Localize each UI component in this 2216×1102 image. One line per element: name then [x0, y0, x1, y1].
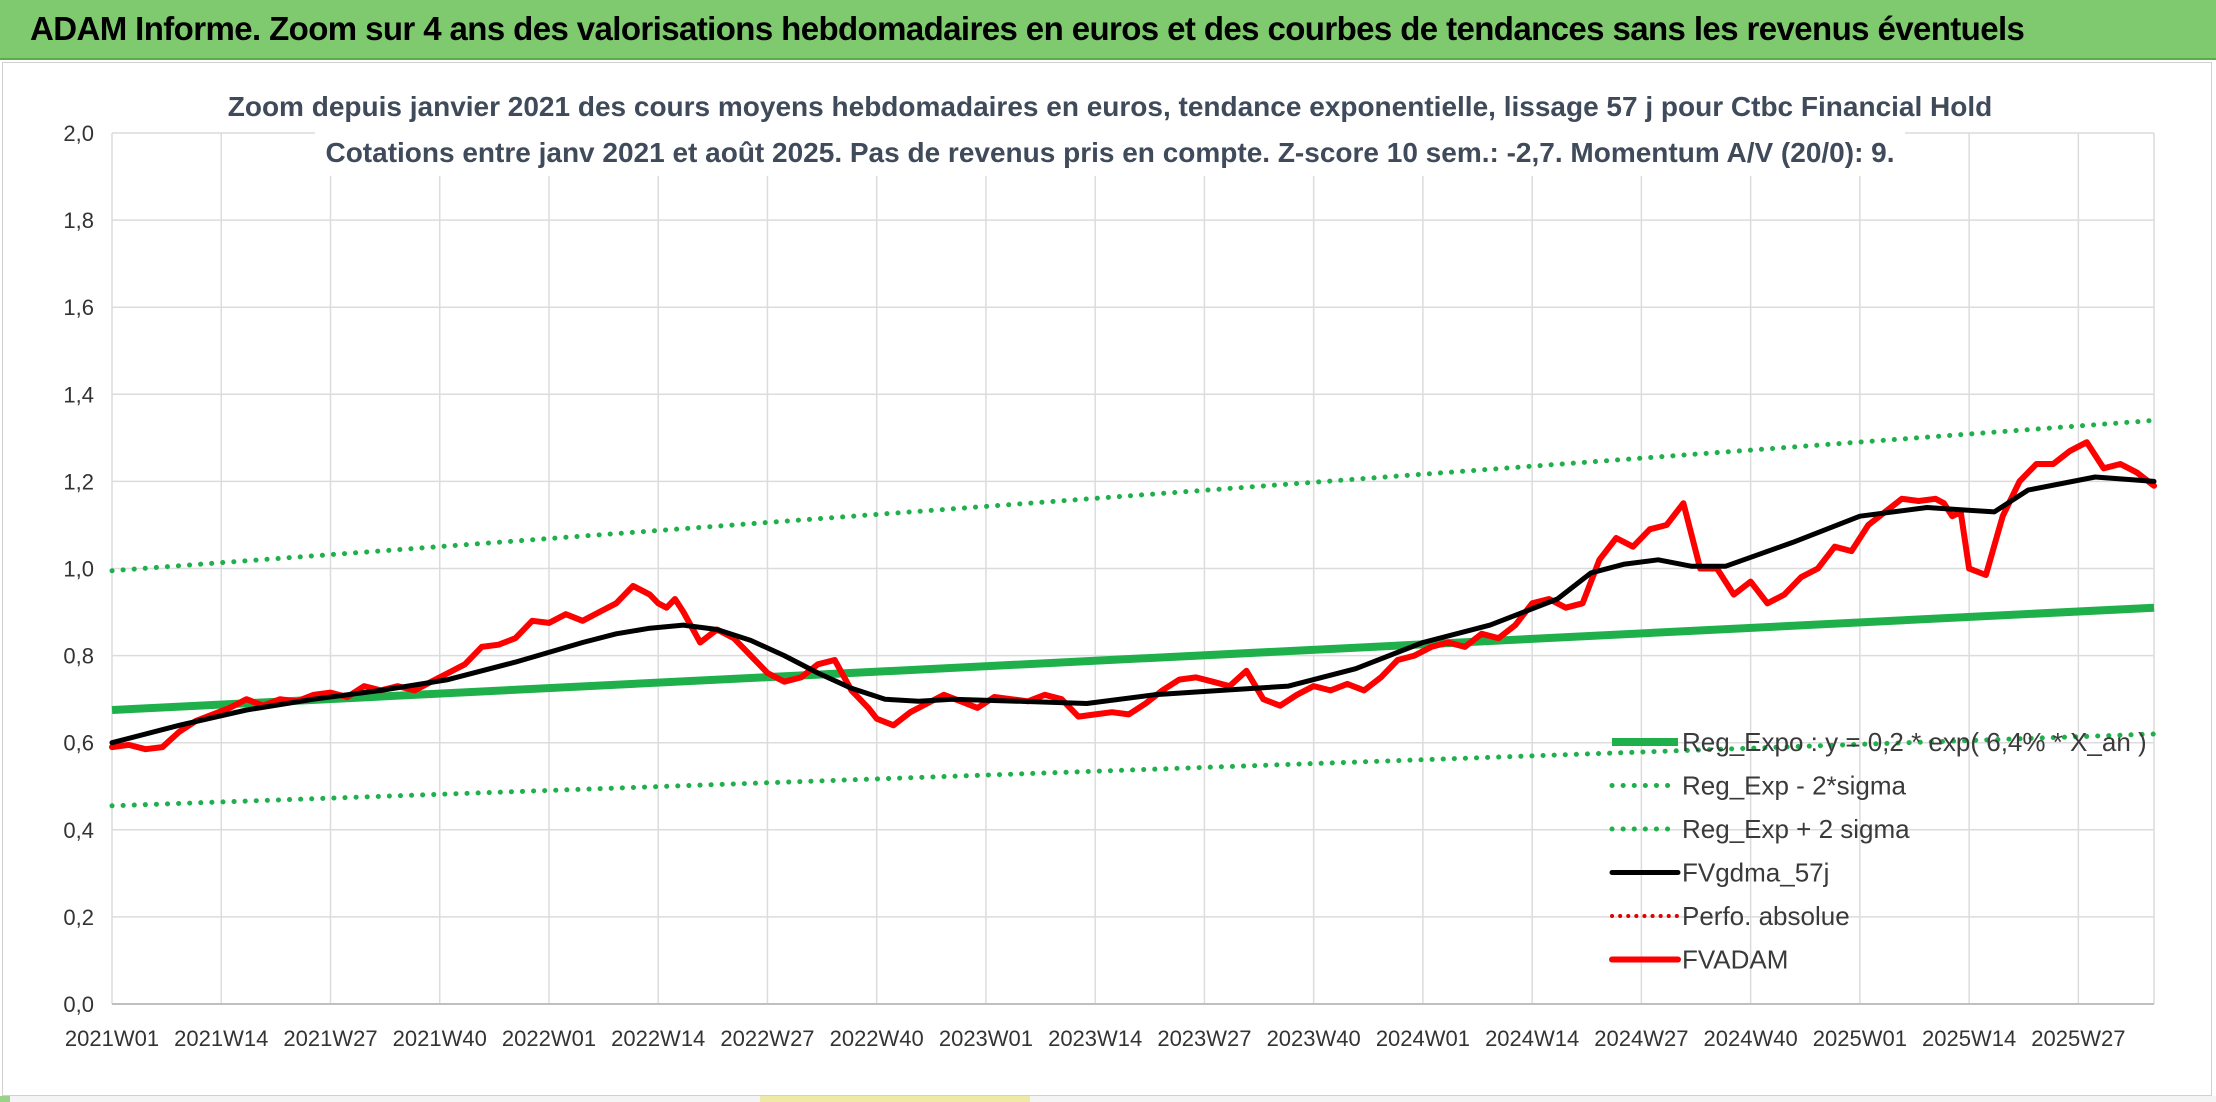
x-tick-label: 2023W01	[939, 1026, 1033, 1051]
chart-frame	[2, 62, 2212, 1096]
y-tick-label: 1,0	[63, 557, 94, 582]
x-tick-label: 2024W01	[1376, 1026, 1470, 1051]
legend-label-reg-exp-minus-2sigma: Reg_Exp - 2*sigma	[1682, 771, 1907, 801]
x-tick-label: 2021W14	[174, 1026, 268, 1051]
x-tick-label: 2022W27	[720, 1026, 814, 1051]
x-tick-label: 2021W40	[393, 1026, 487, 1051]
legend-label-reg-exp-plus-2sigma: Reg_Exp + 2 sigma	[1682, 814, 1910, 844]
y-axis-ticks: 0,0 0,2 0,4 0,6 0,8 1,0 1,2 1,4 1,6 1,8 2,0	[63, 121, 94, 1017]
x-tick-label: 2023W14	[1048, 1026, 1142, 1051]
x-axis-ticks: 2021W01 2021W14 2021W27 2021W40 2022W01 2022W…	[65, 1026, 2126, 1051]
legend-label-fvgdma-57j: FVgdma_57j	[1682, 858, 1829, 888]
x-tick-label: 2025W14	[1922, 1026, 2016, 1051]
bottom-mark	[760, 1096, 1030, 1102]
y-tick-label: 1,6	[63, 295, 94, 320]
grid-lines	[111, 132, 2155, 1005]
legend-label-reg-expo: Reg_Expo : y = 0,2 * exp( 6,4% * X_an )	[1682, 727, 2147, 757]
series-line-reg-exp-plus-2sigma	[109, 417, 2157, 574]
title-background	[315, 84, 1905, 176]
y-tick-label: 1,4	[63, 382, 94, 407]
y-tick-label: 1,8	[63, 208, 94, 233]
x-tick-label: 2025W01	[1813, 1026, 1907, 1051]
chart-title-line-2: Cotations entre janv 2021 et août 2025. …	[325, 137, 1894, 168]
x-tick-label: 2022W40	[830, 1026, 924, 1051]
chart-title-line-1: Zoom depuis janvier 2021 des cours moyen…	[228, 91, 1993, 122]
legend-label-perfo-absolue: Perfo. absolue	[1682, 901, 1850, 931]
series-line-fvadam	[109, 439, 2157, 753]
x-tick-label: 2024W14	[1485, 1026, 1579, 1051]
x-tick-label: 2022W14	[611, 1026, 705, 1051]
y-tick-label: 0,0	[63, 992, 94, 1017]
x-tick-label: 2021W27	[283, 1026, 377, 1051]
report-banner: ADAM Informe. Zoom sur 4 ans des valoris…	[0, 0, 2216, 60]
y-tick-label: 1,2	[63, 469, 94, 494]
series-line-fvgdma-57j	[109, 474, 2157, 746]
x-tick-label: 2023W27	[1157, 1026, 1251, 1051]
x-tick-label: 2024W40	[1704, 1026, 1798, 1051]
report-title: ADAM Informe. Zoom sur 4 ans des valoris…	[30, 10, 2025, 47]
y-tick-label: 0,2	[63, 905, 94, 930]
x-tick-label: 2025W27	[2031, 1026, 2125, 1051]
x-tick-label: 2023W40	[1267, 1026, 1361, 1051]
x-tick-label: 2021W01	[65, 1026, 159, 1051]
legend: Reg_Expo : y = 0,2 * exp( 6,4% * X_an ) R…	[1609, 727, 2147, 975]
bottom-strip	[0, 1096, 2216, 1102]
legend-label-fvadam: FVADAM	[1682, 945, 1788, 975]
y-tick-label: 0,6	[63, 731, 94, 756]
bottom-left-mark	[0, 1096, 10, 1102]
y-tick-label: 0,4	[63, 818, 94, 843]
series-line-reg-exp-minus-2sigma	[109, 731, 2157, 809]
series-lines	[109, 417, 2157, 809]
x-tick-label: 2024W27	[1594, 1026, 1688, 1051]
y-tick-label: 0,8	[63, 644, 94, 669]
series-line-reg-expo	[111, 603, 2155, 714]
x-tick-label: 2022W01	[502, 1026, 596, 1051]
y-tick-label: 2,0	[63, 121, 94, 146]
